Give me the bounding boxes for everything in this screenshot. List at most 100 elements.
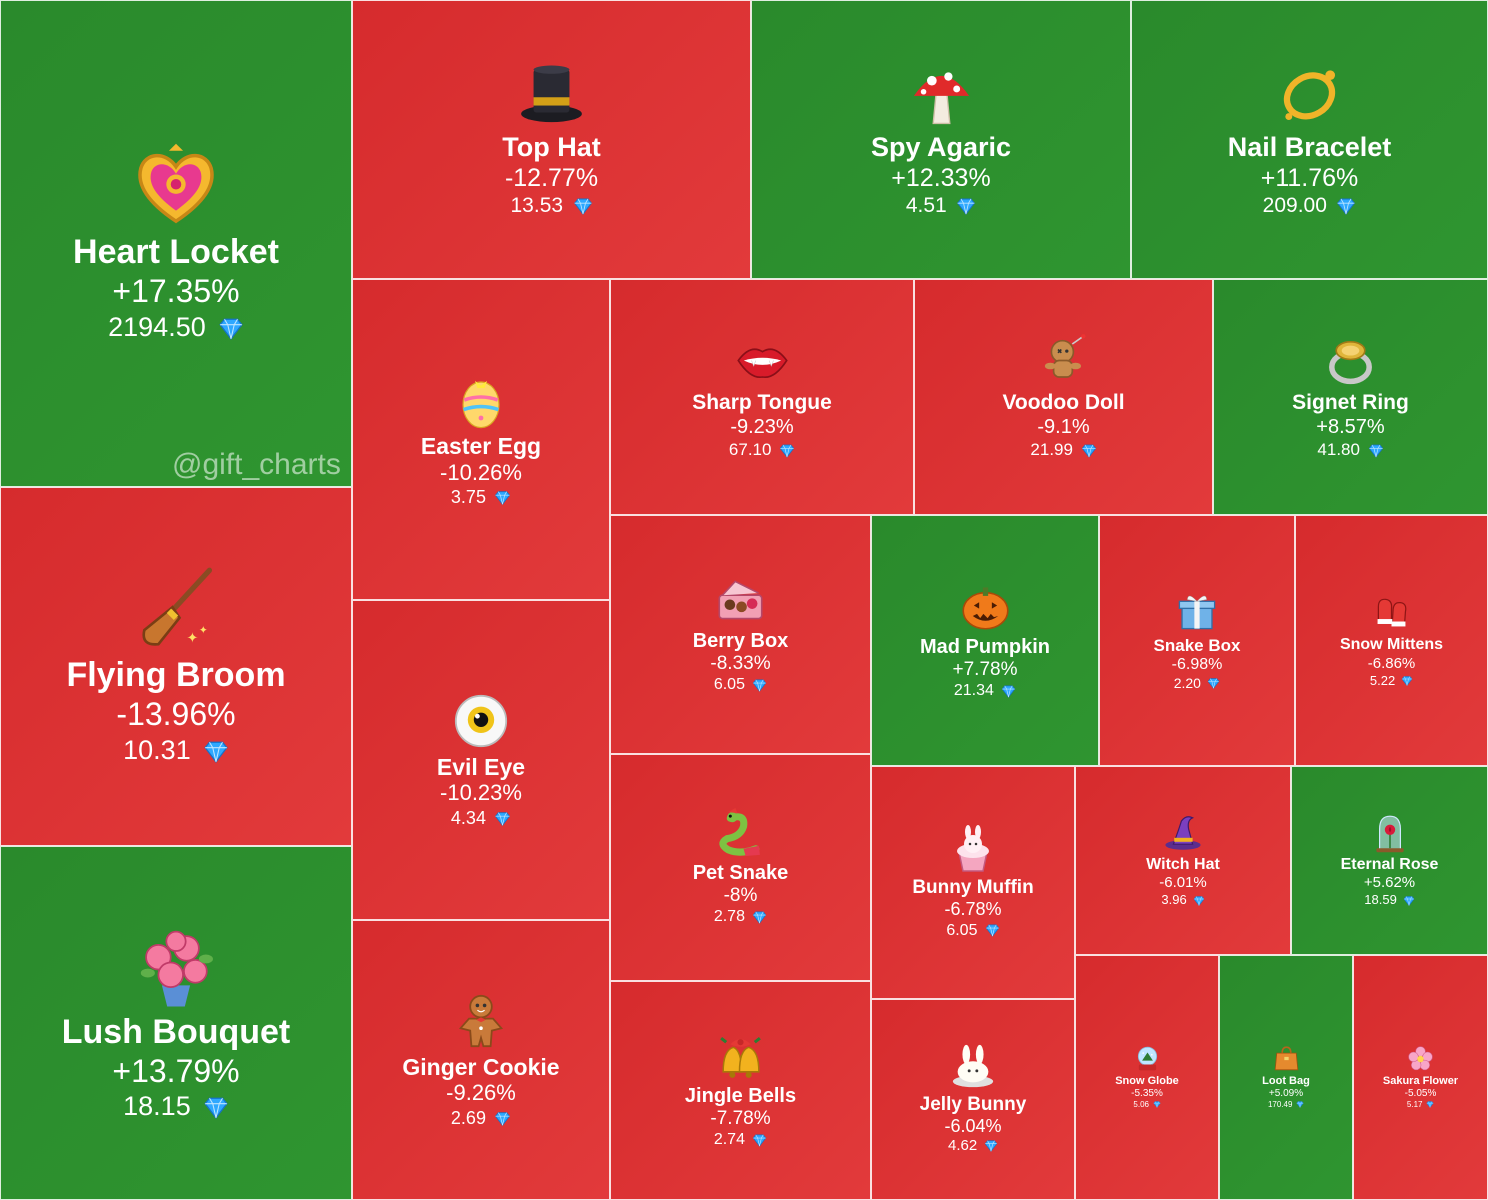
price-value: 18.59 [1364, 892, 1397, 907]
tile-sakura-flower[interactable]: Sakura Flower -5.05% 5.17 [1353, 955, 1488, 1200]
price-change: -6.98% [1171, 656, 1223, 674]
tile-signet-ring[interactable]: Signet Ring +8.57% 41.80 [1213, 279, 1488, 515]
diamond-icon [779, 439, 795, 460]
gift-name: Heart Locket [73, 233, 279, 272]
floor-price: 3.75 [451, 486, 511, 509]
gift-name: Voodoo Doll [1002, 391, 1125, 415]
price-value: 2194.50 [108, 311, 206, 342]
tile-jelly-bunny[interactable]: Jelly Bunny -6.04% 4.62 [871, 999, 1075, 1200]
tile-lush-bouquet[interactable]: Lush Bouquet +13.79% 18.15 [0, 846, 352, 1200]
tile-evil-eye[interactable]: Evil Eye -10.23% 4.34 [352, 600, 610, 920]
gift-name: Snow Globe [1115, 1075, 1179, 1088]
gift-name: Snake Box [1153, 635, 1241, 655]
price-value: 4.62 [948, 1137, 978, 1155]
floor-price: 5.22 [1370, 673, 1413, 689]
price-change: +7.78% [952, 658, 1018, 680]
floor-price: 2194.50 [108, 311, 244, 345]
top-hat-icon [517, 60, 586, 129]
floor-price: 18.59 [1364, 892, 1415, 908]
floor-price: 67.10 [729, 439, 795, 460]
floor-price: 209.00 [1263, 193, 1357, 219]
tile-loot-bag[interactable]: Loot Bag +5.09% 170.49 [1219, 955, 1353, 1200]
tile-top-hat[interactable]: Top Hat -12.77% 13.53 [352, 0, 751, 279]
tile-witch-hat[interactable]: Witch Hat -6.01% 3.96 [1075, 766, 1291, 955]
price-value: 170.49 [1267, 1099, 1293, 1109]
gift-name: Easter Egg [420, 433, 542, 460]
tile-pet-snake[interactable]: Pet Snake -8% 2.78 [610, 754, 871, 981]
price-value: 5.06 [1133, 1099, 1149, 1109]
gift-box-icon [1175, 589, 1219, 633]
price-value: 3.75 [450, 487, 486, 508]
tile-eternal-rose[interactable]: Eternal Rose +5.62% 18.59 [1291, 766, 1488, 955]
price-value: 2.69 [450, 1107, 486, 1128]
tile-snow-globe[interactable]: Snow Globe -5.35% 5.06 [1075, 955, 1219, 1200]
tile-snow-mittens[interactable]: Snow Mittens -6.86% 5.22 [1295, 515, 1488, 766]
gift-name: Sakura Flower [1382, 1075, 1459, 1088]
price-change: -13.96% [116, 696, 236, 733]
lips-icon [735, 333, 790, 388]
floor-price: 18.15 [123, 1090, 229, 1124]
muffin-icon [948, 824, 998, 874]
lush-bouquet-icon [132, 922, 220, 1010]
mushroom-icon [907, 60, 976, 129]
tile-snake-box[interactable]: Snake Box -6.98% 2.20 [1099, 515, 1295, 766]
tile-spy-agaric[interactable]: Spy Agaric +12.33% 4.51 [751, 0, 1131, 279]
gingerbread-icon [451, 991, 511, 1051]
price-value: 3.96 [1161, 892, 1187, 907]
tile-berry-box[interactable]: Berry Box -8.33% 6.05 [610, 515, 871, 754]
floor-price: 2.74 [714, 1130, 767, 1150]
tile-flying-broom[interactable]: ✦ ✦ Flying Broom -13.96% 10.31 [0, 487, 352, 846]
diamond-icon [752, 675, 767, 695]
diamond-icon [1336, 193, 1356, 219]
price-value: 6.05 [946, 921, 978, 939]
berry-box-icon [714, 574, 767, 627]
price-value: 67.10 [728, 440, 772, 460]
price-change: +17.35% [112, 273, 240, 310]
gift-name: Nail Bracelet [1227, 131, 1392, 162]
tile-bunny-muffin[interactable]: Bunny Muffin -6.78% 6.05 [871, 766, 1075, 999]
diamond-icon [203, 734, 229, 768]
price-value: 2.20 [1173, 674, 1201, 691]
price-change: -10.23% [440, 780, 522, 806]
mittens-icon [1371, 592, 1412, 633]
tile-heart-locket[interactable]: Heart Locket +17.35% 2194.50 [0, 0, 352, 487]
gift-name: Mad Pumpkin [919, 635, 1050, 658]
svg-text:✦: ✦ [199, 625, 208, 637]
floor-price: 21.34 [954, 681, 1016, 701]
diamond-icon [494, 807, 511, 830]
floor-price: 41.80 [1317, 439, 1383, 460]
tile-sharp-tongue[interactable]: Sharp Tongue -9.23% 67.10 [610, 279, 914, 515]
diamond-icon [573, 193, 593, 219]
flying-broom-icon: ✦ ✦ [132, 565, 220, 653]
price-change: -6.01% [1159, 874, 1207, 891]
bag-icon [1273, 1045, 1300, 1072]
gift-name: Top Hat [502, 131, 601, 162]
price-value: 41.80 [1317, 440, 1360, 460]
gift-name: Jelly Bunny [919, 1093, 1027, 1115]
eyeball-icon [451, 691, 511, 751]
gift-name: Witch Hat [1146, 855, 1220, 873]
diamond-icon [1207, 675, 1220, 693]
floor-price: 2.69 [451, 1107, 511, 1130]
price-change: -9.23% [730, 416, 794, 439]
price-change: +8.57% [1316, 416, 1385, 439]
floor-price: 170.49 [1268, 1100, 1304, 1110]
gift-name: Flying Broom [66, 656, 286, 695]
tile-ginger-cookie[interactable]: Ginger Cookie -9.26% 2.69 [352, 920, 610, 1200]
price-change: -12.77% [504, 163, 599, 192]
floor-price: 5.06 [1133, 1099, 1161, 1110]
watermark: @gift_charts [172, 448, 341, 481]
gift-name: Lush Bouquet [61, 1012, 291, 1051]
price-change: -5.35% [1131, 1087, 1163, 1099]
tile-easter-egg[interactable]: Easter Egg -10.26% 3.75 [352, 279, 610, 600]
floor-price: 6.05 [714, 675, 767, 695]
gift-name: Sharp Tongue [692, 391, 832, 415]
tile-jingle-bells[interactable]: Jingle Bells -7.78% 2.74 [610, 981, 871, 1200]
price-change: -8% [723, 884, 758, 906]
tile-voodoo-doll[interactable]: Voodoo Doll -9.1% 21.99 [914, 279, 1213, 515]
tile-mad-pumpkin[interactable]: Mad Pumpkin +7.78% 21.34 [871, 515, 1099, 766]
price-value: 2.78 [713, 908, 745, 926]
price-value: 5.22 [1369, 672, 1396, 688]
tile-nail-bracelet[interactable]: Nail Bracelet +11.76% 209.00 [1131, 0, 1488, 279]
gift-name: Eternal Rose [1340, 855, 1439, 873]
